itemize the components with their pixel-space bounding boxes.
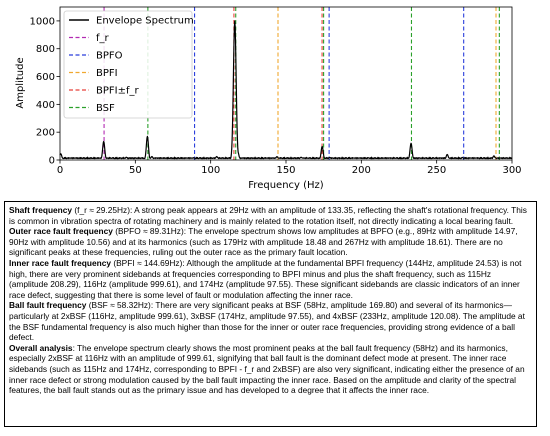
shaft-frequency-text: (f_r ≈ 29.25Hz): A strong peak appears a…	[9, 205, 527, 226]
y-tick-label: 0	[49, 156, 55, 167]
y-tick-label: 200	[36, 128, 55, 139]
y-tick-label: 400	[36, 100, 55, 111]
x-tick-label: 200	[352, 165, 371, 176]
legend-label-5: BSF	[96, 103, 115, 114]
x-tick-label: 50	[129, 165, 142, 176]
legend-label-0: Envelope Spectrum	[96, 16, 194, 27]
legend-box	[63, 10, 193, 119]
legend-label-3: BPFI	[96, 68, 118, 79]
x-tick-label: 100	[201, 165, 220, 176]
legend-label-1: f_r	[96, 33, 110, 44]
outer-race-heading: Outer race fault frequency	[9, 226, 113, 237]
legend-label-2: BPFO	[96, 51, 123, 62]
inner-race-text: (BPFI ≈ 144.69Hz): Although the amplitud…	[9, 257, 522, 300]
ball-fault-heading: Ball fault frequency	[9, 300, 87, 311]
x-tick-label: 250	[427, 165, 446, 176]
shaft-frequency-paragraph: Shaft frequency (f_r ≈ 29.25Hz): A stron…	[9, 205, 532, 226]
x-tick-label: 150	[276, 165, 295, 176]
y-axis-label: Amplitude	[15, 57, 26, 108]
shaft-frequency-heading: Shaft frequency	[9, 205, 73, 215]
legend-label-4: BPFI±f_r	[96, 86, 139, 97]
outer-race-paragraph: Outer race fault frequency (BPFO ≈ 89.31…	[9, 226, 532, 258]
overall-analysis-text: : The envelope spectrum clearly shows th…	[9, 342, 525, 396]
ball-fault-text: (BSF ≈ 58.32Hz): There are very signific…	[9, 300, 525, 343]
envelope-spectrum-chart: 0 50 100 150 200 250 300 0 200 400 600 800 1000 Freq…	[0, 0, 550, 200]
overall-analysis-paragraph: Overall analysis: The envelope spectrum …	[9, 343, 532, 396]
x-tick-label: 0	[57, 165, 63, 176]
x-axis-label: Frequency (Hz)	[248, 180, 324, 191]
inner-race-heading: Inner race fault frequency	[9, 257, 112, 268]
y-tick-label: 600	[36, 72, 55, 83]
y-tick-label: 1000	[30, 16, 55, 27]
inner-race-paragraph: Inner race fault frequency (BPFI ≈ 144.6…	[9, 258, 532, 300]
ball-fault-paragraph: Ball fault frequency (BSF ≈ 58.32Hz): Th…	[9, 300, 532, 342]
analysis-text-box: Shaft frequency (f_r ≈ 29.25Hz): A stron…	[4, 201, 537, 427]
overall-analysis-heading: Overall analysis	[9, 342, 73, 353]
y-tick-label: 800	[36, 44, 55, 55]
x-tick-label: 300	[502, 165, 521, 176]
envelope-spectrum-line	[59, 20, 513, 160]
legend: Envelope Spectrum f_r BPFO BPFI BPFI±f_r BSF	[63, 10, 194, 119]
outer-race-text: (BPFO ≈ 89.31Hz): The envelope spectrum …	[9, 226, 518, 258]
